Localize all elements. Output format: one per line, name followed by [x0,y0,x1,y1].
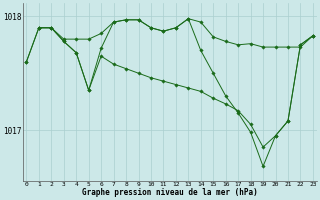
X-axis label: Graphe pression niveau de la mer (hPa): Graphe pression niveau de la mer (hPa) [82,188,258,197]
